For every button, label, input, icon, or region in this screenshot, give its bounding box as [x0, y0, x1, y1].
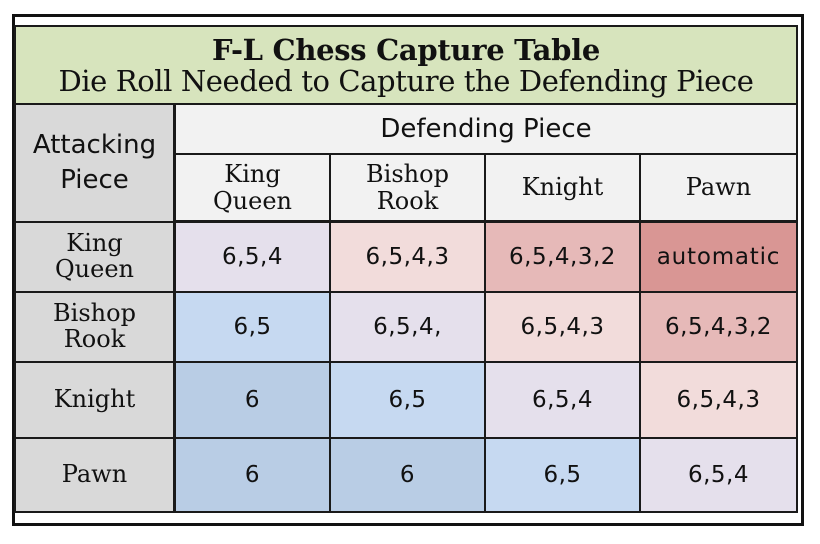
column-header-bishop-rook: Bishop Rook	[331, 155, 486, 223]
attacking-piece-header: Attacking Piece	[14, 105, 176, 223]
table-cell: 6	[331, 439, 486, 513]
row-header-line: Queen	[55, 255, 134, 283]
table-cell: 6	[176, 363, 331, 439]
table-subtitle: Die Roll Needed to Capture the Defending…	[58, 64, 754, 98]
row-header-line: Bishop	[53, 299, 136, 328]
table-cell: 6,5	[176, 293, 331, 363]
row-header-pawn: Pawn	[14, 439, 176, 513]
row-header-line: Knight	[53, 385, 136, 414]
table-cell: 6,5,4,3,2	[641, 293, 798, 363]
row-header-line: Rook	[63, 325, 126, 353]
capture-table: F-L Chess Capture Table Die Roll Needed …	[14, 25, 806, 517]
column-header-knight: Knight	[486, 155, 641, 223]
row-header-line: Pawn	[61, 460, 128, 489]
table-cell: 6,5	[331, 363, 486, 439]
table-cell: 6,5,4	[486, 363, 641, 439]
table-cell: 6,5,4	[176, 223, 331, 293]
table-cell: 6,5,4,3	[641, 363, 798, 439]
table-cell: 6,5,4,3	[331, 223, 486, 293]
column-header-line: King	[224, 160, 281, 189]
table-title: F-L Chess Capture Table	[211, 32, 601, 67]
column-header-line: Knight	[521, 173, 604, 202]
row-header-knight: Knight	[14, 363, 176, 439]
column-header-line: Bishop	[366, 160, 449, 189]
table-cell: automatic	[641, 223, 798, 293]
table-cell: 6,5	[486, 439, 641, 513]
attacking-header-line-2: Piece	[60, 165, 129, 195]
table-cell: 6,5,4,3	[486, 293, 641, 363]
column-header-line: Queen	[213, 186, 292, 215]
table-cell: 6,5,4	[641, 439, 798, 513]
column-header-line: Rook	[376, 186, 439, 215]
table-cell: 6,5,4,3,2	[486, 223, 641, 293]
table-cell: 6	[176, 439, 331, 513]
column-header-pawn: Pawn	[641, 155, 798, 223]
row-header-line: King	[66, 229, 123, 258]
column-header-line: Pawn	[685, 173, 752, 202]
attacking-header-line-1: Attacking	[32, 129, 157, 160]
table-cell: 6,5,4,	[331, 293, 486, 363]
column-header-king-queen: King Queen	[176, 155, 331, 223]
row-header-king-queen: King Queen	[14, 223, 176, 293]
row-header-bishop-rook: Bishop Rook	[14, 293, 176, 363]
defending-piece-header: Defending Piece	[176, 105, 798, 155]
table-title-block: F-L Chess Capture Table Die Roll Needed …	[14, 25, 798, 105]
